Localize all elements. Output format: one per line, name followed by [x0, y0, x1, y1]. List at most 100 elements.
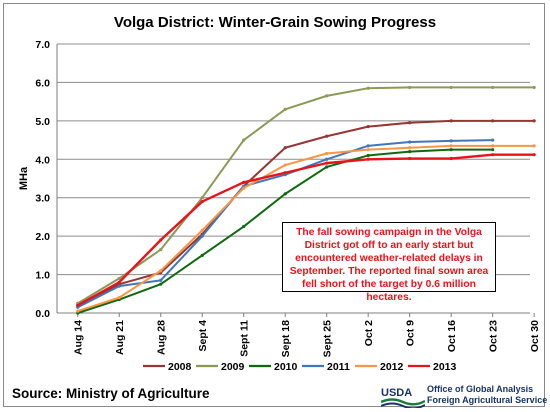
data-point-2013 [449, 156, 453, 161]
data-point-2008 [491, 119, 495, 123]
source-note: Source: Ministry of Agriculture [12, 386, 210, 401]
data-point-2009 [449, 85, 453, 90]
x-tick-label: Oct 30 [529, 320, 541, 352]
y-tick-label: 1.0 [35, 270, 50, 282]
data-point-2011 [449, 139, 453, 143]
data-point-2008 [449, 119, 453, 123]
y-tick-label: 4.0 [35, 154, 50, 166]
data-point-2010 [283, 192, 287, 196]
data-point-2010 [366, 153, 370, 158]
legend-label-2013: 2013 [433, 361, 457, 373]
data-point-2012 [408, 146, 412, 150]
data-point-2011 [159, 278, 163, 282]
data-point-2009 [325, 94, 329, 98]
data-point-2013 [283, 171, 287, 175]
data-point-2011 [325, 157, 329, 161]
usda-office-line2: Foreign Agricultural Service [427, 395, 548, 405]
data-point-2008 [325, 134, 329, 138]
series-line-2013 [77, 153, 535, 307]
x-tick-label: Aug 21 [114, 320, 126, 355]
data-point-2013 [408, 156, 412, 161]
data-point-2012 [159, 269, 163, 273]
data-point-2008 [408, 121, 412, 125]
data-point-2013 [532, 153, 536, 157]
data-point-2013 [200, 199, 204, 204]
data-point-2012 [200, 228, 204, 232]
y-tick-label: 0.0 [35, 308, 50, 320]
data-point-2013 [76, 303, 80, 307]
data-point-2012 [325, 151, 329, 156]
x-tick-label: Oct 9 [405, 320, 417, 346]
data-point-2012 [449, 144, 453, 148]
data-point-2009 [283, 107, 287, 111]
data-point-2008 [532, 119, 536, 123]
series-line-2009 [77, 86, 535, 305]
data-point-2012 [117, 296, 121, 300]
chart-annotation: The fall sowing campaign in the Volga Di… [282, 222, 496, 303]
data-point-2013 [325, 161, 329, 165]
axis-layer: 0.0 1.0 2.0 3.0 4.0 5.0 6.0 7.0 MHa Aug 14 Aug 21 A… [18, 39, 541, 357]
data-point-2012 [76, 309, 80, 313]
usda-office-line1: Office of Global Analysis [427, 384, 534, 394]
data-point-2009 [491, 85, 495, 90]
legend-layer: 2008 2009 2010 2011 2012 2013 [143, 361, 457, 373]
data-point-2008 [283, 146, 287, 150]
x-tick-label: Sept 11 [239, 320, 251, 357]
data-point-2009 [242, 138, 246, 142]
x-tick-label: Aug 28 [156, 320, 168, 355]
usda-logo-word: USDA [381, 387, 412, 399]
data-point-2011 [200, 234, 204, 238]
x-tick-label: Sept 18 [280, 320, 292, 358]
data-point-2010 [200, 253, 204, 257]
legend-label-2009: 2009 [221, 361, 245, 373]
chart-frame [3, 3, 545, 407]
legend-label-2011: 2011 [327, 361, 350, 373]
x-tick-label: Oct 2 [363, 320, 375, 346]
data-point-2008 [366, 125, 370, 129]
y-axis-label: MHa [18, 166, 30, 190]
data-point-2010 [325, 165, 329, 169]
legend-label-2010: 2010 [274, 361, 298, 373]
data-point-2012 [491, 144, 495, 148]
x-tick-label: Sept 25 [322, 320, 334, 358]
data-point-2010 [159, 282, 163, 286]
data-point-2010 [449, 148, 453, 152]
data-point-2012 [366, 148, 370, 152]
x-tick-label: Oct 16 [446, 320, 458, 352]
data-point-2009 [408, 85, 412, 90]
series-line-2012 [77, 144, 535, 313]
data-point-2009 [366, 86, 370, 90]
x-tick-label: Aug 14 [73, 320, 85, 355]
data-point-2013 [366, 157, 370, 161]
data-point-2013 [242, 180, 246, 184]
data-point-2011 [408, 140, 412, 144]
data-point-2012 [242, 186, 246, 190]
y-tick-label: 3.0 [35, 193, 50, 205]
data-point-2010 [491, 148, 495, 152]
legend-label-2012: 2012 [380, 361, 404, 373]
legend-label-2008: 2008 [168, 361, 192, 373]
data-point-2013 [159, 238, 163, 242]
data-point-2009 [117, 276, 121, 281]
y-tick-label: 7.0 [35, 39, 50, 51]
data-point-2011 [491, 138, 495, 142]
data-point-2009 [159, 247, 163, 252]
y-tick-label: 5.0 [35, 116, 50, 128]
data-point-2013 [117, 280, 121, 284]
x-tick-label: Sept 4 [197, 320, 209, 352]
data-point-2010 [242, 224, 246, 229]
chart-title: Volga District: Winter-Grain Sowing Prog… [113, 14, 437, 31]
x-tick-label: Oct 23 [488, 320, 500, 352]
data-point-2009 [532, 85, 536, 90]
y-tick-label: 6.0 [35, 77, 50, 89]
data-point-2009 [200, 196, 204, 200]
data-point-2013 [491, 153, 495, 157]
data-point-2011 [117, 284, 121, 288]
data-point-2011 [366, 144, 370, 148]
series-layer [76, 85, 536, 315]
data-point-2012 [532, 144, 536, 148]
data-point-2012 [283, 163, 287, 167]
y-tick-label: 2.0 [35, 231, 50, 243]
usda-logo-icon: USDA [381, 387, 425, 408]
